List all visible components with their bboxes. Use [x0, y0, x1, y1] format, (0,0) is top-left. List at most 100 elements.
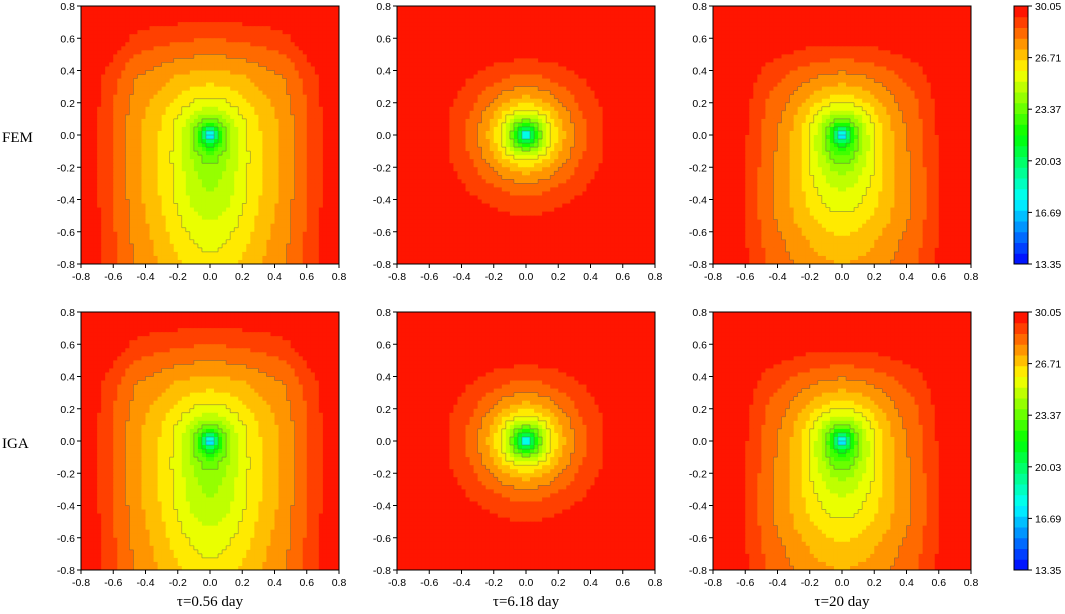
contour-cell [109, 50, 114, 55]
contour-cell [137, 50, 143, 55]
contour-cell [586, 46, 592, 51]
contour-cell [234, 159, 239, 164]
contour-cell [133, 102, 139, 108]
contour-cell [105, 54, 110, 60]
contour-cell [254, 82, 259, 88]
contour-cell [173, 82, 179, 88]
contour-cell [201, 94, 207, 100]
contour-cell [153, 203, 159, 209]
contour-cell [201, 159, 207, 164]
contour-cell [145, 183, 151, 189]
contour-cell [121, 114, 126, 120]
contour-cell [93, 46, 98, 51]
contour-cell [137, 215, 143, 221]
contour-cell [626, 50, 632, 55]
contour-cell [485, 26, 491, 31]
contour-cell [230, 139, 235, 144]
contour-cell [302, 259, 308, 264]
contour-cell [189, 151, 195, 156]
contour-cell [238, 151, 243, 156]
contour-cell [234, 195, 239, 201]
contour-cell [189, 251, 195, 257]
contour-cell [242, 163, 247, 168]
contour-cell [173, 179, 179, 184]
contour-cell [177, 90, 183, 96]
contour-cell [306, 122, 312, 128]
contour-cell [97, 94, 102, 100]
contour-cell [429, 10, 434, 15]
contour-cell [578, 54, 584, 60]
contour-cell [133, 259, 139, 264]
contour-cell [286, 118, 292, 124]
contour-cell [129, 26, 135, 31]
contour-cell [121, 26, 126, 31]
contour-cell [173, 151, 179, 156]
contour-cell [262, 175, 268, 180]
contour-cell [121, 239, 126, 245]
contour-cell [222, 34, 227, 39]
contour-cell [85, 183, 90, 189]
contour-cell [582, 46, 588, 51]
contour-cell [189, 163, 195, 168]
contour-cell [254, 6, 259, 11]
contour-cell [421, 18, 426, 23]
contour-cell [189, 159, 195, 164]
contour-cell [246, 6, 251, 11]
contour-cell [278, 235, 284, 241]
contour-cell [157, 155, 163, 160]
contour-cell [246, 231, 251, 237]
contour-cell [197, 179, 203, 184]
contour-cell [282, 139, 288, 144]
contour-cell [133, 207, 139, 213]
contour-cell [473, 38, 479, 43]
contour-cell [254, 243, 259, 249]
contour-cell [266, 211, 272, 217]
contour-cell [298, 86, 304, 92]
contour-cell [314, 143, 320, 148]
contour-cell [85, 54, 90, 60]
contour-cell [290, 70, 296, 76]
contour-cell [149, 50, 155, 55]
contour-cell [189, 139, 195, 144]
contour-cell [318, 62, 324, 68]
contour-cell [133, 251, 139, 257]
contour-cell [201, 179, 207, 184]
contour-cell [89, 90, 94, 96]
contour-cell [153, 147, 159, 152]
contour-cell [477, 58, 483, 64]
contour-cell [85, 255, 90, 261]
contour-cell [290, 187, 296, 193]
contour-cell [546, 10, 551, 15]
contour-cell [246, 94, 251, 100]
contour-cell [314, 126, 320, 132]
contour-cell [262, 191, 268, 197]
contour-cell [205, 94, 211, 100]
contour-cell [302, 187, 308, 193]
contour-cell [318, 215, 324, 221]
contour-cell [121, 175, 126, 180]
contour-cell [173, 10, 179, 15]
contour-cell [169, 82, 175, 88]
contour-cell [546, 22, 551, 27]
contour-cell [334, 110, 339, 116]
contour-cell [614, 22, 620, 27]
contour-cell [210, 34, 215, 39]
contour-cell [133, 191, 139, 197]
contour-cell [153, 58, 159, 64]
contour-cell [149, 62, 155, 68]
contour-cell [250, 139, 255, 144]
contour-cell [310, 82, 316, 88]
contour-cell [334, 247, 339, 253]
contour-cell [210, 247, 215, 253]
contour-cell [445, 18, 451, 23]
contour-cell [477, 26, 483, 31]
contour-cell [294, 139, 300, 144]
contour-cell [113, 122, 118, 128]
contour-cell [101, 187, 106, 193]
contour-cell [141, 98, 147, 104]
contour-cell [318, 10, 324, 15]
contour-cell [218, 126, 223, 132]
contour-cell [258, 50, 264, 55]
contour-cell [242, 255, 247, 261]
contour-cell [618, 22, 624, 27]
